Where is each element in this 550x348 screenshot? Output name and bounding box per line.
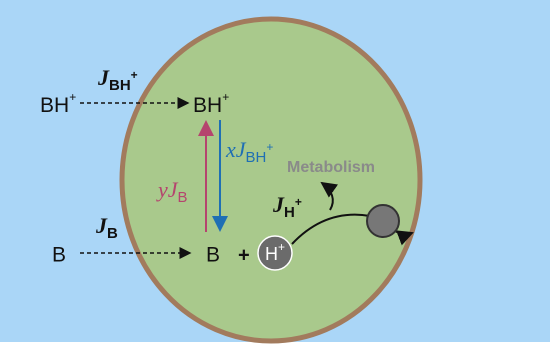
diagram: BH+ B JBH+ JB BH+ B + xJBH+ yJB Metaboli… — [0, 0, 550, 348]
text-part: + — [278, 240, 285, 254]
text-part: B — [107, 225, 118, 242]
text-part: + — [295, 195, 302, 209]
text-part: B — [178, 189, 188, 206]
text-part: + — [266, 140, 273, 154]
outside-b: B — [52, 244, 66, 267]
text-part: BH — [40, 94, 69, 117]
text-part: BH — [246, 149, 267, 166]
text-part: BH — [193, 94, 222, 117]
inside-b: B — [206, 244, 220, 267]
text-part: + — [222, 90, 229, 104]
metabolism-label: Metabolism — [287, 159, 375, 176]
text-part: H — [265, 244, 278, 264]
text-part: BH — [109, 77, 131, 94]
text-part: x — [225, 137, 236, 162]
text-part: + — [69, 90, 76, 104]
transporter — [367, 205, 399, 237]
text-part: + — [131, 68, 138, 82]
text-part: H — [284, 204, 295, 221]
text-part: y — [156, 177, 168, 202]
plus-sign: + — [238, 244, 250, 266]
